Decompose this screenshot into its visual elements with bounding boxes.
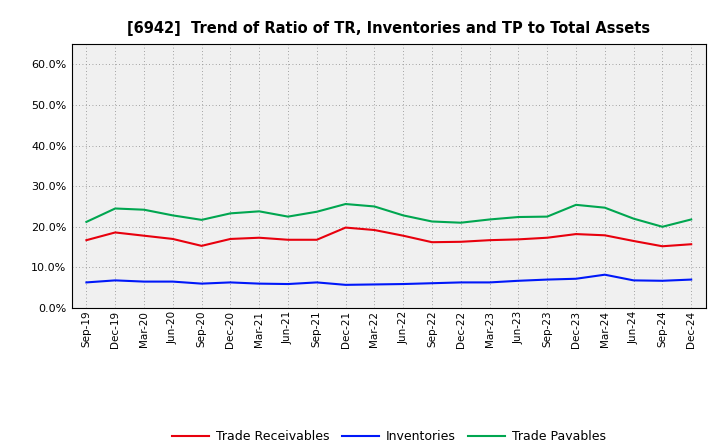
Trade Receivables: [543, 235, 552, 240]
Trade Receivables: [341, 225, 350, 230]
Trade Payables: [456, 220, 465, 225]
Inventories: [687, 277, 696, 282]
Inventories: [399, 282, 408, 287]
Trade Receivables: [514, 237, 523, 242]
Inventories: [197, 281, 206, 286]
Inventories: [485, 280, 494, 285]
Trade Payables: [140, 207, 148, 213]
Inventories: [140, 279, 148, 284]
Trade Receivables: [284, 237, 292, 242]
Trade Receivables: [255, 235, 264, 240]
Trade Receivables: [399, 233, 408, 238]
Trade Payables: [687, 217, 696, 222]
Inventories: [341, 282, 350, 287]
Trade Receivables: [629, 238, 638, 244]
Trade Payables: [341, 202, 350, 207]
Trade Payables: [629, 216, 638, 221]
Trade Payables: [284, 214, 292, 219]
Trade Payables: [197, 217, 206, 223]
Trade Payables: [543, 214, 552, 219]
Trade Receivables: [140, 233, 148, 238]
Trade Payables: [255, 209, 264, 214]
Trade Receivables: [600, 233, 609, 238]
Trade Payables: [226, 211, 235, 216]
Inventories: [572, 276, 580, 282]
Line: Trade Payables: Trade Payables: [86, 204, 691, 227]
Trade Receivables: [82, 238, 91, 243]
Inventories: [456, 280, 465, 285]
Trade Receivables: [687, 242, 696, 247]
Trade Payables: [514, 214, 523, 220]
Trade Payables: [168, 213, 177, 218]
Trade Receivables: [168, 236, 177, 242]
Inventories: [629, 278, 638, 283]
Trade Receivables: [658, 244, 667, 249]
Inventories: [284, 282, 292, 287]
Trade Receivables: [111, 230, 120, 235]
Trade Payables: [658, 224, 667, 229]
Trade Payables: [572, 202, 580, 208]
Inventories: [600, 272, 609, 277]
Trade Receivables: [370, 227, 379, 233]
Trade Payables: [82, 219, 91, 224]
Inventories: [255, 281, 264, 286]
Line: Inventories: Inventories: [86, 275, 691, 285]
Trade Payables: [399, 213, 408, 218]
Inventories: [370, 282, 379, 287]
Line: Trade Receivables: Trade Receivables: [86, 227, 691, 246]
Trade Payables: [111, 206, 120, 211]
Trade Payables: [485, 217, 494, 222]
Trade Receivables: [226, 236, 235, 242]
Trade Receivables: [428, 239, 436, 245]
Trade Payables: [370, 204, 379, 209]
Trade Payables: [428, 219, 436, 224]
Trade Receivables: [572, 231, 580, 237]
Inventories: [168, 279, 177, 284]
Trade Receivables: [197, 243, 206, 249]
Inventories: [111, 278, 120, 283]
Inventories: [312, 280, 321, 285]
Inventories: [543, 277, 552, 282]
Title: [6942]  Trend of Ratio of TR, Inventories and TP to Total Assets: [6942] Trend of Ratio of TR, Inventories…: [127, 21, 650, 36]
Inventories: [658, 278, 667, 283]
Legend: Trade Receivables, Inventories, Trade Payables: Trade Receivables, Inventories, Trade Pa…: [167, 425, 611, 440]
Trade Payables: [312, 209, 321, 214]
Inventories: [82, 280, 91, 285]
Inventories: [428, 281, 436, 286]
Trade Receivables: [456, 239, 465, 245]
Trade Payables: [600, 205, 609, 210]
Trade Receivables: [485, 238, 494, 243]
Inventories: [226, 280, 235, 285]
Trade Receivables: [312, 237, 321, 242]
Inventories: [514, 278, 523, 283]
